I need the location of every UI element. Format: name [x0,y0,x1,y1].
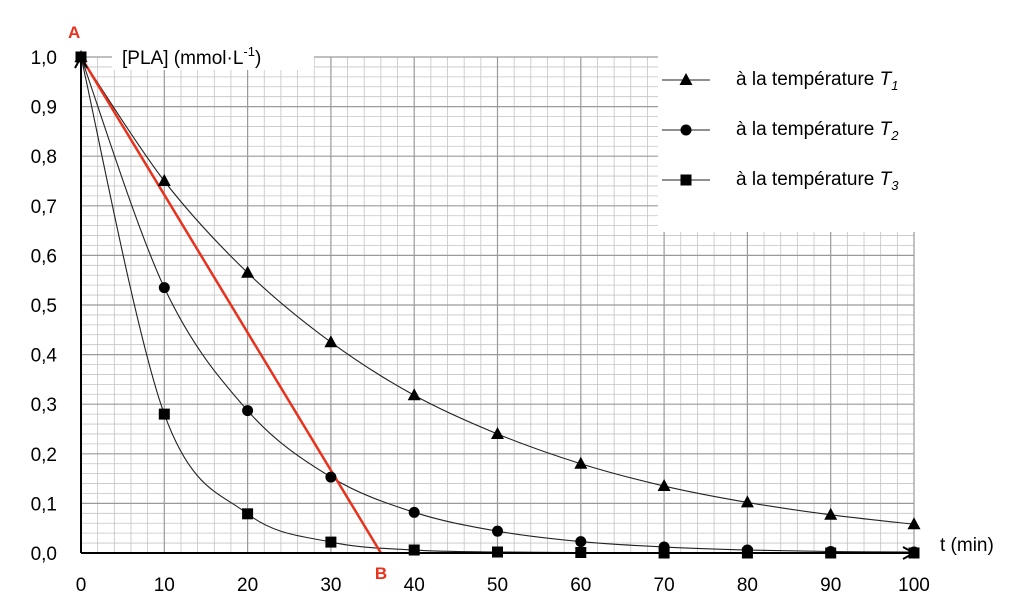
legend-item-2: à la température T2 [662,119,899,143]
series-curve-1 [80,56,915,525]
series-3-marker [325,536,337,548]
y-tick-label: 0,0 [31,544,57,565]
x-tick-label: 80 [737,575,758,596]
series-3-marker [408,544,420,556]
x-tick-label: 50 [487,575,508,596]
series-1-marker [491,426,504,439]
series-1-marker [324,335,338,348]
x-tick-label: 0 [76,575,87,596]
y-tick-label: 0,4 [31,346,58,367]
legend-background [658,56,958,232]
series-2-marker [158,282,170,294]
x-tick-label: 10 [154,575,175,596]
legend-label: à la température T3 [736,169,899,193]
legend-marker [679,73,693,85]
y-tick-label: 1,0 [31,48,57,69]
series-1-marker [907,517,921,530]
y-tick-label: 0,8 [31,147,57,168]
x-tick-label: 20 [237,575,258,596]
x-axis-arrow [902,546,917,560]
y-tick-label: 0,2 [31,445,57,466]
series-2-marker [575,536,587,548]
series-3-marker [158,408,170,420]
x-tick-label: 70 [654,575,675,596]
x-tick-label: 30 [320,575,341,596]
tangent-start-label: A [68,23,80,42]
tangent-segment [79,56,382,554]
x-tick-label: 100 [898,575,930,596]
series-1-marker [740,495,754,508]
series-1-marker [157,174,171,186]
y-tick-label: 0,6 [31,246,57,267]
series-1-marker [241,265,255,278]
y-tick-label: 0,5 [31,296,57,317]
x-tick-labels: 0 10 20 30 40 50 60 70 80 90 100 [76,575,930,596]
series-3-marker [242,508,254,520]
y-tick-label: 0,7 [31,197,57,218]
axes [74,54,917,560]
series-2-marker [492,525,503,537]
series-2-marker [325,471,337,483]
y-tick-label: 0,3 [31,395,57,416]
legend-item-1: à la température T1 [662,69,898,93]
series-1-marker [657,479,671,492]
legend-item-3: à la température T3 [662,169,899,193]
y-axis-arrow [74,54,88,69]
legend-label: à la température T1 [736,69,898,93]
series-2-marker [242,405,254,417]
x-tick-label: 40 [404,575,425,596]
y-tick-label: 0,1 [31,494,57,515]
legend-label: à la température T2 [736,119,899,143]
series-1-marker [574,456,588,469]
series-curve-2 [80,56,915,553]
tangent-end-label: B [375,564,387,583]
legend: à la température T1 à la température T2 à … [662,69,899,193]
tangent-line [79,56,382,554]
legend-marker [680,124,692,136]
y-tick-label: 0,9 [31,98,57,119]
series-1-marker [407,388,421,401]
ylabel-background [112,36,314,70]
series-1-marker [824,507,838,520]
x-tick-label: 90 [820,575,841,596]
y-axis-label: [PLA] (mmol·L-1) [122,44,261,69]
x-axis-label: t (min) [940,535,994,556]
x-tick-label: 60 [570,575,591,596]
legend-marker [680,174,692,186]
series-2-marker [408,506,420,518]
y-tick-labels: 0,0 0,1 0,2 0,3 0,4 0,5 0,6 0,7 0,8 0,9 1,0 [31,48,58,565]
